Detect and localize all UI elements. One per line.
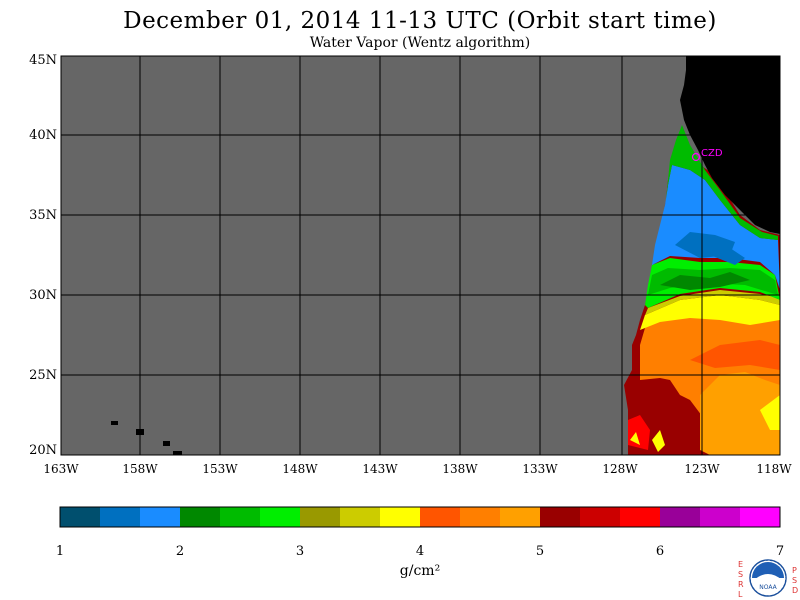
colorbar-tick: 7 (775, 544, 785, 559)
colorbar-segment (620, 507, 661, 527)
lat-label: 35N (29, 208, 57, 223)
colorbar-segment (580, 507, 621, 527)
lon-label: 128W (602, 462, 638, 476)
colorbar-segment (420, 507, 461, 527)
colorbar-tick: 5 (535, 544, 545, 559)
colorbar-tick: 2 (175, 544, 185, 559)
lon-label: 123W (684, 462, 720, 476)
colorbar (59, 506, 781, 528)
lon-label: 133W (522, 462, 558, 476)
map-subtitle: Water Vapor (Wentz algorithm) (309, 35, 531, 51)
lat-label: 25N (29, 368, 57, 383)
colorbar-tick: 1 (55, 544, 65, 559)
map-frame (60, 55, 781, 456)
noaa-logo-icon: NOAA (749, 559, 787, 597)
colorbar-units: g/cm² (399, 563, 441, 579)
colorbar-segment (60, 507, 101, 527)
lat-label: 40N (29, 128, 57, 143)
colorbar-tick: 3 (295, 544, 305, 559)
colorbar-segment (540, 507, 581, 527)
colorbar-segment (180, 507, 221, 527)
colorbar-segment (100, 507, 141, 527)
colorbar-segment (740, 507, 781, 527)
colorbar-segment (500, 507, 541, 527)
colorbar-tick: 6 (655, 544, 665, 559)
lon-label: 143W (362, 462, 398, 476)
lon-label: 118W (756, 462, 792, 476)
colorbar-segment (300, 507, 341, 527)
colorbar-segment (660, 507, 701, 527)
lat-label: 45N (29, 53, 57, 68)
lat-label: 30N (29, 288, 57, 303)
lon-label: 138W (442, 462, 478, 476)
station-label: CZD (701, 148, 723, 159)
lon-label: 163W (43, 462, 79, 476)
station-marker (691, 152, 701, 162)
lon-label: 158W (122, 462, 158, 476)
page-title: December 01, 2014 11-13 UTC (Orbit start… (123, 8, 717, 34)
colorbar-segment (220, 507, 261, 527)
colorbar-segment (260, 507, 301, 527)
svg-text:NOAA: NOAA (759, 584, 777, 591)
colorbar-segment (380, 507, 421, 527)
colorbar-segment (140, 507, 181, 527)
lat-label: 20N (29, 443, 57, 458)
land-mass (680, 56, 780, 234)
colorbar-segment (460, 507, 501, 527)
colorbar-segment (340, 507, 381, 527)
colorbar-tick: 4 (415, 544, 425, 559)
colorbar-segment (700, 507, 741, 527)
lon-label: 148W (282, 462, 318, 476)
lon-label: 153W (202, 462, 238, 476)
map-grid (61, 56, 780, 455)
data-swath (624, 125, 780, 455)
